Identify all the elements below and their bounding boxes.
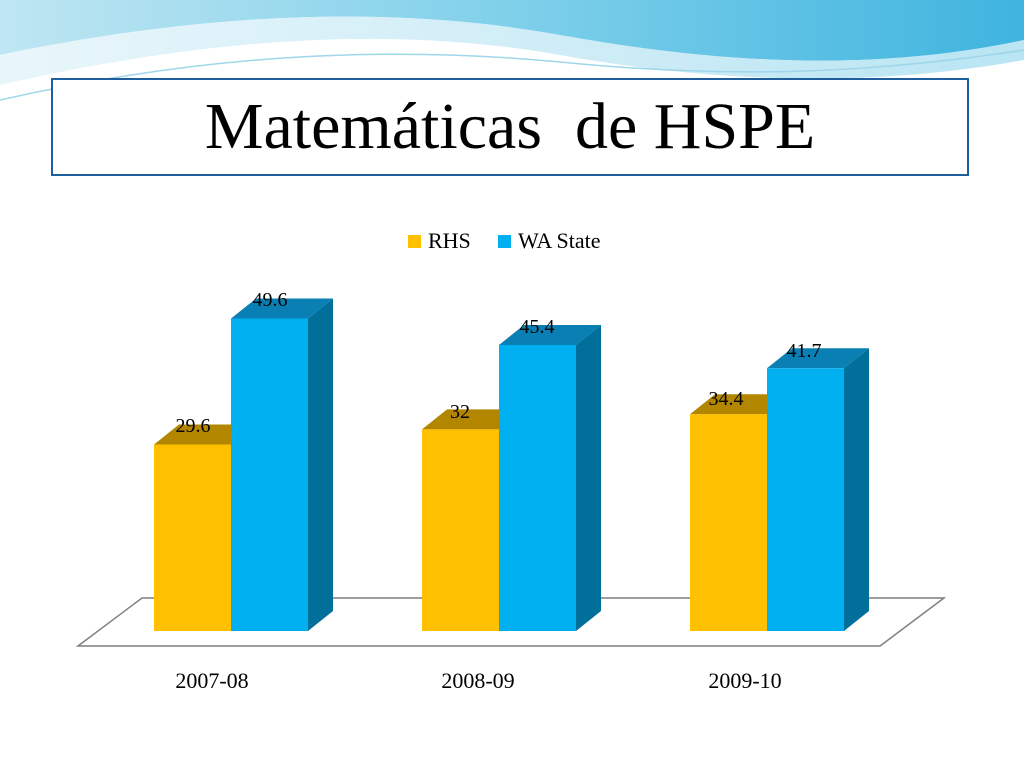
bar-wa-state-2007-08 — [231, 298, 333, 631]
value-labels-group: 29.6 49.6 32 45.4 34.4 41.7 — [176, 289, 822, 437]
bar-top-face — [231, 298, 333, 319]
slide-title: Matemáticas de HSPE — [204, 90, 816, 163]
bars-group — [154, 298, 869, 631]
bar-wa-state-2009-10 — [767, 348, 869, 631]
background-wave-decoration — [0, 0, 1024, 101]
bar-side-face — [308, 298, 333, 631]
title-box: Matemáticas de HSPE — [51, 78, 969, 176]
bar-front-face — [154, 444, 231, 631]
bar-front-face — [499, 344, 576, 631]
legend-swatch-wa-state — [498, 235, 511, 248]
bar-front-face — [690, 414, 767, 631]
data-label-wa-2008-09: 45.4 — [520, 316, 555, 338]
bar-wa-state-2008-09 — [499, 324, 601, 631]
category-label-2009-10: 2009-10 — [708, 668, 781, 693]
data-label-rhs-2008-09: 32 — [450, 401, 470, 423]
bar-top-face — [690, 394, 792, 415]
data-label-rhs-2009-10: 34.4 — [709, 388, 744, 410]
bar-top-face — [422, 409, 524, 430]
bar-top-face — [767, 348, 869, 369]
data-label-rhs-2007-08: 29.6 — [176, 415, 211, 437]
bar-front-face — [767, 368, 844, 631]
bar-top-face — [154, 424, 256, 445]
chart-legend: RHS WA State — [408, 228, 601, 253]
bar-top-face — [499, 324, 601, 345]
category-label-2008-09: 2008-09 — [441, 668, 514, 693]
data-label-wa-2007-08: 49.6 — [253, 289, 288, 311]
bar-side-face — [844, 348, 869, 631]
legend-label-rhs: RHS — [428, 228, 471, 253]
data-label-wa-2009-10: 41.7 — [787, 340, 822, 362]
legend-label-wa-state: WA State — [518, 228, 601, 253]
category-labels-group: 2007-08 2008-09 2009-10 — [175, 668, 781, 693]
legend-swatch-rhs — [408, 235, 421, 248]
bar-front-face — [422, 429, 499, 631]
bar-front-face — [231, 318, 308, 631]
bar-side-face — [576, 324, 601, 631]
category-label-2007-08: 2007-08 — [175, 668, 248, 693]
